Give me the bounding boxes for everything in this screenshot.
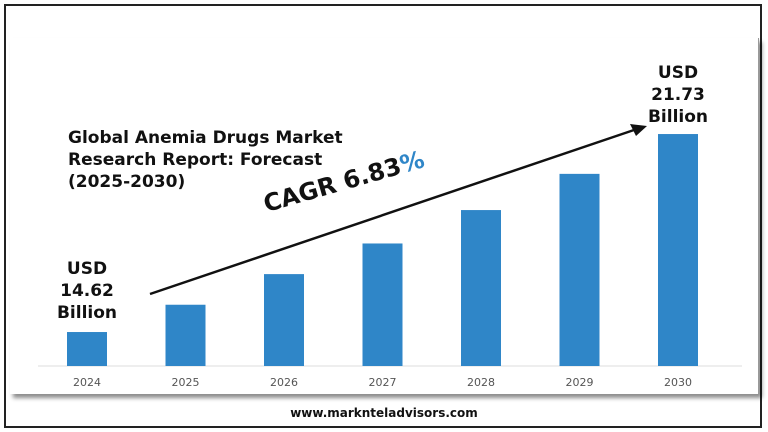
x-tick-label: 2026 — [270, 376, 298, 389]
bar-2030 — [658, 134, 698, 366]
chart-title: Global Anemia Drugs Market Research Repo… — [68, 127, 343, 193]
trend-arrow — [149, 128, 635, 296]
x-tick-label: 2024 — [73, 376, 101, 389]
start-value-label: USD 14.62 Billion — [42, 258, 132, 324]
x-tick-label: 2028 — [467, 376, 495, 389]
footer-url[interactable]: www.marknteladvisors.com — [290, 406, 478, 420]
start-value: 14.62 — [60, 281, 114, 301]
end-unit: Billion — [647, 107, 709, 127]
x-tick-label: 2025 — [172, 376, 200, 389]
bar-2029 — [559, 173, 600, 366]
x-tick-label: 2030 — [664, 376, 692, 389]
start-unit: Billion — [56, 303, 118, 323]
bar-2025 — [165, 304, 206, 366]
trend-arrowhead-icon — [630, 124, 647, 136]
title-line-3: (2025-2030) — [68, 172, 186, 192]
end-value: 21.73 — [651, 85, 705, 105]
end-value-label: USD 21.73 Billion — [633, 62, 723, 128]
x-tick-label: 2027 — [369, 376, 397, 389]
x-tick-label: 2029 — [566, 376, 594, 389]
bar-2026 — [264, 274, 304, 366]
title-line-1: Global Anemia Drugs Market — [68, 128, 343, 148]
start-currency: USD — [66, 259, 108, 279]
outer-frame — [4, 4, 762, 428]
title-line-2: Research Report: Forecast — [68, 150, 323, 170]
bar-2027 — [362, 243, 403, 366]
bar-2028 — [461, 210, 501, 366]
bar-2024 — [67, 332, 107, 366]
end-currency: USD — [657, 63, 699, 83]
